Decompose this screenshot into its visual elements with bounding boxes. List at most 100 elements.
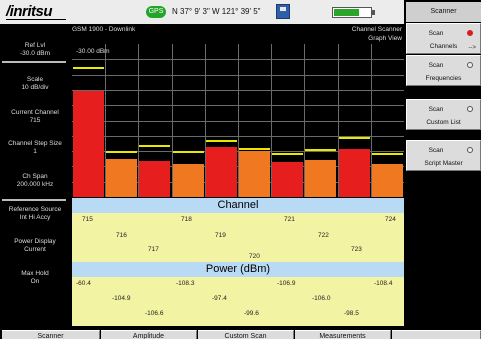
power-cell: -97.4 [212,295,227,302]
power-cell: -108.3 [176,280,195,287]
param-label: Ref Lvl [24,42,46,49]
grid-line-vertical [271,44,272,197]
power-cell: -98.5 [344,310,359,317]
softkey-line2: Custom List [426,119,461,126]
channel-cell: 717 [148,246,159,253]
grid-line-vertical [338,44,339,197]
power-cell: -99.6 [244,310,259,317]
channel-bar [206,147,237,197]
save-icon[interactable] [276,4,290,19]
ref-level-label: -30.00 dBm [76,48,110,55]
softkey-line2: Frequencies [425,75,462,82]
channel-cell: 715 [82,216,93,223]
channel-graph [72,44,404,197]
param-value: On [30,278,40,285]
param-label: Channel Step Size [8,140,62,147]
param-power-display: Power Display Current [2,238,68,254]
channel-cell: 719 [215,232,226,239]
channel-bar [272,161,303,197]
param-label: Current Channel [11,109,59,116]
scan-channels-button[interactable]: Scan Channels --> [406,23,481,54]
softkey-line1: Scan [428,147,444,154]
param-ref-level: Ref Lvl -30.0 dBm [2,42,68,58]
gps-icon: GPS [146,6,166,18]
softkey-line1: Scan [428,106,444,113]
max-hold-marker [272,153,303,155]
grid-line-vertical [205,44,206,197]
menu-empty[interactable] [392,330,481,339]
radio-icon [467,106,473,112]
power-cell: -106.6 [145,310,164,317]
param-ch-span: Ch Span 200.000 kHz [2,173,68,189]
channel-cell: 721 [284,216,295,223]
grid-line-horizontal [72,105,404,106]
param-scale: Scale 10 dB/div [2,76,68,92]
menu-measurements[interactable]: Measurements [295,330,391,339]
max-hold-marker [139,145,170,147]
softkey-line2: Script Master [424,160,463,167]
grid-line-horizontal [72,121,404,122]
param-value: 715 [29,117,41,124]
scan-custom-list-button[interactable]: Scan Custom List [406,99,481,130]
softkey-line1: Scan [428,30,444,37]
scan-frequencies-button[interactable]: Scan Frequencies [406,55,481,86]
softkey-line2: Channels [429,43,458,50]
param-value: 1 [33,148,37,155]
channel-cell: 722 [318,232,329,239]
radio-selected-icon [467,30,473,36]
param-value: -30.0 dBm [20,50,50,57]
channel-bar [106,158,137,197]
power-cell: -60.4 [76,280,91,287]
menu-custom-scan[interactable]: Custom Scan [198,330,294,339]
max-hold-marker [339,137,370,139]
app-title: Channel Scanner [351,26,402,33]
softkey-panel-title: Scanner [406,2,481,22]
param-separator [2,61,66,63]
max-hold-marker [173,151,204,153]
menu-amplitude[interactable]: Amplitude [101,330,197,339]
grid-line-horizontal [72,75,404,76]
param-label: Power Display [14,238,56,245]
mode-label: GSM 1900 - Downlink [72,26,136,33]
param-label: Max Hold [21,270,49,277]
max-hold-marker [73,67,104,69]
param-label: Reference Source [8,206,62,213]
scan-script-master-button[interactable]: Scan Script Master [406,140,481,171]
more-arrow: --> [468,45,477,51]
max-hold-marker [206,140,237,142]
channel-bar [305,160,336,197]
radio-icon [467,147,473,153]
battery-tip [372,10,375,15]
max-hold-marker [106,151,137,153]
grid-line-vertical [138,44,139,197]
power-cell: -108.4 [374,280,393,287]
param-value: Current [24,246,46,253]
param-value: 200.000 kHz [16,181,54,188]
grid-line-horizontal [72,166,404,167]
battery-fill [334,9,360,16]
channel-cell: 718 [181,216,192,223]
grid-line-horizontal [72,90,404,91]
power-table: -60.4 -104.9 -106.6 -108.3 -97.4 -99.6 -106.9 -… [72,277,404,326]
power-table-header: Power (dBm) [72,262,404,277]
channel-bar [239,150,270,197]
grid-line-vertical [371,44,372,197]
power-cell: -104.9 [112,295,131,302]
param-value: Int Hi Accy [19,214,51,221]
channel-table: 715 716 717 718 719 720 721 722 723 724 [72,213,404,262]
grid-line-vertical [304,44,305,197]
grid-line-horizontal [72,59,404,60]
status-bar: /inritsu GPS N 37° 9' 3" W 121° 39' 5" [0,0,404,24]
grid-line-vertical [238,44,239,197]
max-hold-marker [239,148,270,150]
gps-coordinates: N 37° 9' 3" W 121° 39' 5" [172,7,261,16]
max-hold-marker [372,153,403,155]
channel-bar [339,148,370,197]
channel-bar [372,163,403,197]
param-label: Ch Span [22,173,48,180]
max-hold-marker [305,149,336,151]
param-separator [2,199,66,201]
channel-cell: 716 [116,232,127,239]
power-cell: -106.0 [312,295,331,302]
menu-scanner[interactable]: Scanner [2,330,100,339]
